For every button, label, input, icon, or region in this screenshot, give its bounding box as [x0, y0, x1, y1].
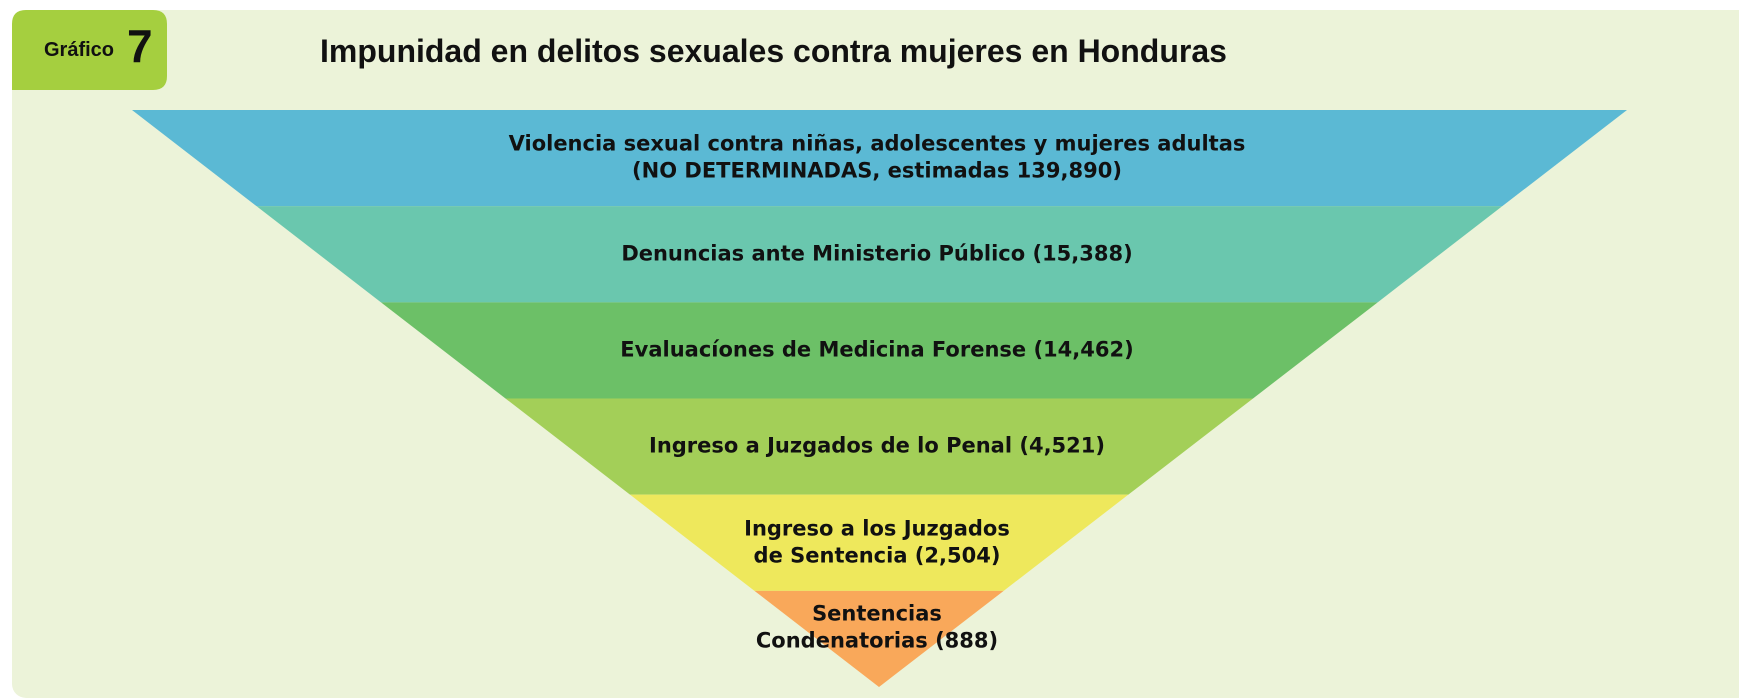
level-label: Denuncias ante Ministerio Público (15,38… — [621, 241, 1132, 265]
badge-number: 7 — [127, 20, 153, 72]
badge-label: Gráfico — [44, 39, 114, 61]
level-label: Evaluacíones de Medicina Forense (14,462… — [620, 337, 1133, 361]
level-label: de Sentencia (2,504) — [754, 543, 1001, 567]
level-label: Violencia sexual contra niñas, adolescen… — [509, 132, 1246, 156]
funnel-level — [630, 494, 1129, 591]
level-label: Ingreso a los Juzgados — [744, 516, 1010, 540]
badge — [12, 10, 167, 90]
level-label: Condenatorias (888) — [756, 628, 998, 652]
funnel-level — [256, 206, 1503, 303]
funnel: Violencia sexual contra niñas, adolescen… — [132, 110, 1627, 687]
level-label: Sentencias — [812, 601, 942, 625]
funnel-level — [505, 398, 1253, 495]
funnel-level — [132, 110, 1627, 207]
level-label: Ingreso a Juzgados de lo Penal (4,521) — [649, 434, 1105, 458]
funnel-level — [754, 590, 1004, 687]
title: Impunidad en delitos sexuales contra muj… — [320, 33, 1227, 69]
level-label: (NO DETERMINADAS, estimadas 139,890) — [632, 159, 1122, 183]
funnel-level — [381, 302, 1378, 399]
